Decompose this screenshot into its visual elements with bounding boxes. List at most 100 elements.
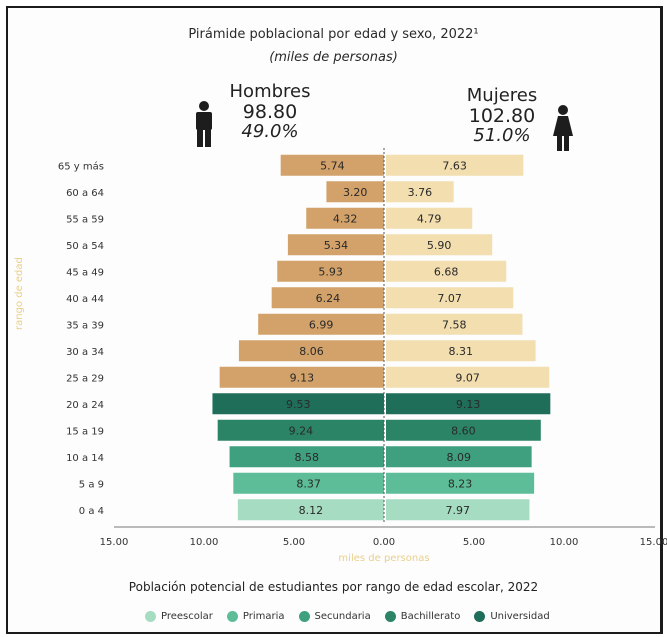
legend-label: Bachillerato [400,611,461,622]
value-label-hombres: 4.32 [333,212,358,225]
bar-hombres [212,393,384,415]
bar-mujeres [386,154,524,176]
legend-swatch [298,611,310,622]
y-tick-label: 50 a 54 [66,241,104,252]
value-label-mujeres: 9.13 [456,398,481,411]
y-tick-label: 10 a 14 [66,453,104,464]
bar-mujeres [386,234,493,256]
bar-mujeres [386,287,514,309]
bar-hombres [217,419,384,441]
bar-hombres [287,234,384,256]
y-tick-label: 40 a 44 [66,294,104,305]
value-label-hombres: 5.74 [320,159,345,172]
value-label-hombres: 9.53 [286,398,311,411]
x-tick-label: 15.00 [100,537,129,548]
bar-hombres [280,154,384,176]
value-label-mujeres: 8.60 [451,424,476,437]
man-icon [196,101,212,147]
value-label-mujeres: 9.07 [455,371,480,384]
bar-mujeres [386,366,550,388]
bar-hombres [237,499,384,521]
bar-mujeres [386,313,523,335]
y-tick-label: 65 y más [58,160,104,172]
y-tick-label: 45 a 49 [66,267,104,278]
value-label-mujeres: 6.68 [434,265,459,278]
men-label: Hombres [229,81,311,102]
women-pct: 51.0% [473,125,531,146]
legend-item-bachillerato: Bachillerato [384,611,461,622]
bar-mujeres [386,340,536,362]
legend-label: Universidad [490,611,550,622]
legend-item-preescolar: Preescolar [145,611,213,622]
bar-hombres [326,181,384,203]
value-label-hombres: 8.06 [299,345,324,358]
legend-item-primaria: Primaria [226,611,285,622]
men-pct: 49.0% [241,121,299,142]
x-tick-label: 5.00 [283,537,305,548]
x-tick-label: 10.00 [190,537,219,548]
legend-swatch [384,611,396,622]
legend-label: Preescolar [161,611,213,622]
legend-title: Población potencial de estudiantes por r… [128,580,539,594]
legend-item-secundaria: Secundaria [298,611,371,622]
value-label-mujeres: 8.23 [448,477,473,490]
bar-hombres [233,472,384,494]
y-tick-label: 55 a 59 [66,214,104,225]
woman-icon [553,105,573,151]
bar-hombres [238,340,384,362]
legend-swatch [145,611,156,622]
legend-swatch [474,611,486,622]
value-label-hombres: 6.99 [309,318,334,331]
legend: Preescolar Primaria Secundaria Bachiller… [145,611,550,622]
legend-swatch [226,611,238,622]
legend-label: Secundaria [314,611,371,622]
value-label-hombres: 6.24 [316,292,341,305]
x-tick-label: 15.00 [640,537,667,548]
legend-label: Primaria [242,611,285,622]
y-tick-label: 30 a 34 [66,347,104,358]
value-label-hombres: 8.37 [296,477,321,490]
value-label-mujeres: 5.90 [427,239,452,252]
value-label-mujeres: 7.63 [442,159,467,172]
x-tick-label: 10.00 [550,537,579,548]
bar-mujeres [386,419,541,441]
y-tick-label: 35 a 39 [66,320,104,331]
value-label-hombres: 9.24 [289,424,314,437]
women-summary: Mujeres 102.80 51.0% [452,86,552,146]
bar-hombres [306,207,384,229]
x-tick-label: 5.00 [463,537,485,548]
bar-mujeres [386,499,530,521]
y-tick-label: 5 a 9 [79,479,104,490]
x-axis-label: miles de personas [338,553,429,564]
legend-item-universidad: Universidad [474,611,550,622]
bar-hombres [219,366,384,388]
value-label-mujeres: 8.09 [447,451,472,464]
bar-mujeres [386,472,535,494]
bar-mujeres [386,181,454,203]
value-label-hombres: 8.12 [299,504,324,517]
bar-hombres [229,446,384,468]
value-label-hombres: 9.13 [290,371,315,384]
x-tick-label: 0.00 [373,537,395,548]
value-label-mujeres: 7.58 [442,318,467,331]
pyramid-plot: 5.74 7.63 65 y más 3.20 3.76 60 a 64 4.32 4.79 5… [58,148,667,564]
value-label-hombres: 3.20 [343,186,368,199]
y-tick-label: 20 a 24 [66,400,104,411]
value-label-hombres: 5.34 [324,239,349,252]
bar-mujeres [386,446,532,468]
y-tick-label: 25 a 29 [66,373,104,384]
bar-mujeres [386,393,551,415]
bar-hombres [277,260,384,282]
y-tick-label: 0 a 4 [79,506,104,517]
value-label-mujeres: 3.76 [408,186,433,199]
women-label: Mujeres [466,85,538,106]
bar-mujeres [386,207,473,229]
value-label-mujeres: 8.31 [449,345,474,358]
chart-title: Pirámide poblacional por edad y sexo, 20… [188,27,479,42]
men-total: 98.80 [242,101,298,123]
value-label-mujeres: 4.79 [417,212,442,225]
value-label-hombres: 5.93 [318,265,343,278]
value-label-mujeres: 7.97 [445,504,470,517]
women-total: 102.80 [468,105,536,127]
bar-hombres [271,287,384,309]
